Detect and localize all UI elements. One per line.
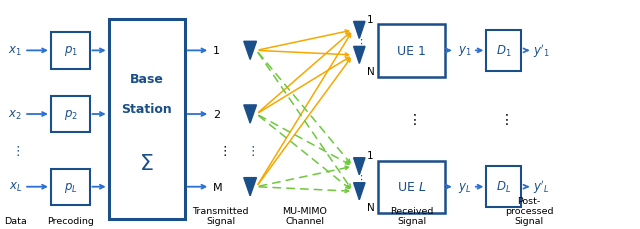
Polygon shape	[353, 47, 365, 64]
Text: Base: Base	[130, 73, 164, 86]
Text: Precoding: Precoding	[47, 216, 94, 225]
Text: N: N	[367, 202, 374, 212]
Text: $D_L$: $D_L$	[496, 179, 511, 194]
Text: $\vdots$: $\vdots$	[11, 144, 20, 158]
Text: $y_L$: $y_L$	[458, 180, 471, 194]
FancyBboxPatch shape	[378, 25, 445, 77]
FancyBboxPatch shape	[109, 19, 185, 218]
Text: $\vdots$: $\vdots$	[218, 144, 227, 158]
Text: 1: 1	[367, 150, 374, 160]
Text: $\vdots$: $\vdots$	[355, 172, 364, 185]
Text: 1: 1	[213, 46, 220, 56]
Text: Station: Station	[122, 103, 172, 116]
Text: N: N	[367, 67, 374, 76]
Polygon shape	[353, 22, 365, 39]
Polygon shape	[244, 178, 257, 196]
Text: M: M	[213, 182, 223, 192]
Text: $y'_L$: $y'_L$	[532, 178, 549, 196]
Text: Data: Data	[4, 216, 27, 225]
Polygon shape	[244, 42, 257, 60]
Text: MU-MIMO
Channel: MU-MIMO Channel	[282, 206, 327, 225]
Text: $D_1$: $D_1$	[496, 44, 511, 59]
Text: $p_2$: $p_2$	[63, 108, 77, 121]
Text: $p_L$: $p_L$	[64, 180, 77, 194]
Text: $y'_1$: $y'_1$	[532, 42, 550, 60]
Text: $x_L$: $x_L$	[8, 180, 22, 194]
Text: $x_2$: $x_2$	[8, 108, 22, 121]
Polygon shape	[353, 183, 365, 200]
FancyBboxPatch shape	[378, 161, 445, 213]
Text: UE $L$: UE $L$	[397, 180, 426, 193]
Text: $p_1$: $p_1$	[63, 44, 77, 58]
Text: UE 1: UE 1	[397, 45, 426, 58]
Text: $x_1$: $x_1$	[8, 45, 22, 58]
Text: $\Sigma$: $\Sigma$	[140, 153, 154, 173]
Text: Transmitted
Signal: Transmitted Signal	[193, 206, 249, 225]
Text: Received
Signal: Received Signal	[390, 206, 433, 225]
FancyBboxPatch shape	[51, 169, 90, 205]
Text: 2: 2	[213, 109, 220, 120]
Text: $y_1$: $y_1$	[458, 44, 472, 58]
FancyBboxPatch shape	[486, 31, 521, 71]
Polygon shape	[244, 105, 257, 124]
Polygon shape	[353, 158, 365, 175]
Text: Post-
processed
Signal: Post- processed Signal	[505, 196, 554, 225]
Text: 1: 1	[367, 14, 374, 25]
Text: $\vdots$: $\vdots$	[407, 112, 417, 126]
FancyBboxPatch shape	[486, 166, 521, 207]
Text: $\vdots$: $\vdots$	[246, 144, 255, 158]
Text: $\vdots$: $\vdots$	[355, 37, 364, 50]
Text: $\vdots$: $\vdots$	[499, 112, 509, 126]
FancyBboxPatch shape	[51, 96, 90, 133]
FancyBboxPatch shape	[51, 33, 90, 69]
